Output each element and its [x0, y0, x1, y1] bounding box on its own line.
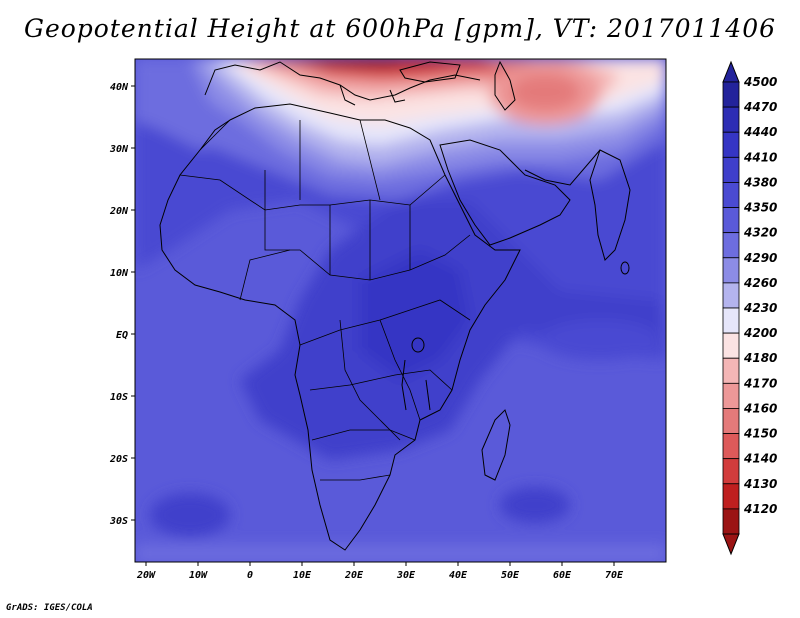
colorbar-label: 4290	[743, 251, 777, 265]
map-title: Geopotential Height at 600hPa [gpm], VT:…	[23, 14, 777, 43]
lon-label: 60E	[553, 570, 572, 581]
colorbar-label: 4130	[743, 477, 777, 491]
colorbar-label: 4470	[743, 100, 777, 114]
lon-label: 0	[247, 570, 253, 581]
lon-label: 10W	[189, 570, 208, 581]
colorbar-swatch	[722, 307, 740, 334]
lat-label: 10N	[110, 268, 129, 279]
plot-frame	[134, 58, 667, 563]
colorbar-swatch	[722, 182, 740, 208]
colorbar-label: 4320	[743, 226, 777, 240]
lat-label: 20N	[109, 206, 129, 217]
colorbar-swatch	[722, 332, 740, 359]
lat-label: 20S	[109, 454, 128, 465]
colorbar-swatch	[722, 106, 740, 133]
colorbar-label: 4350	[743, 201, 777, 215]
colorbar-swatch	[722, 357, 740, 384]
lat-label: 40N	[110, 82, 129, 93]
longitude-axis: 20W 10W 0 10E 20E 30E 40E 50E 60E 70E	[136, 562, 624, 581]
colorbar-top-arrow	[722, 60, 740, 83]
colorbar-swatch	[722, 232, 740, 259]
latitude-axis: 40N 30N 20N 10N EQ 10S 20S 30S	[109, 82, 135, 527]
colorbar-swatch	[722, 508, 740, 535]
colorbar-swatch	[722, 131, 740, 158]
colorbar-swatch	[722, 81, 740, 108]
colorbar-swatch	[722, 156, 740, 183]
lon-label: 50E	[501, 570, 520, 581]
colorbar-swatch	[722, 408, 740, 434]
colorbar-label: 4380	[743, 175, 777, 189]
lat-label: 30S	[109, 516, 128, 527]
colorbar-label: 4260	[743, 276, 777, 290]
colorbar-label: 4120	[743, 502, 777, 516]
lat-label: 30N	[109, 144, 129, 155]
lon-label: 20E	[344, 570, 364, 581]
colorbar-label: 4160	[743, 401, 777, 415]
colorbar-label: 4440	[743, 125, 777, 139]
lon-label: 10E	[293, 570, 312, 581]
colorbar-label: 4170	[743, 376, 777, 390]
colorbar-label: 4140	[743, 452, 777, 466]
colorbar-swatch	[722, 433, 740, 460]
colorbar-swatch	[722, 207, 740, 234]
lat-label: EQ	[116, 330, 128, 341]
colorbar-swatch	[722, 458, 740, 485]
lat-label: 10S	[110, 392, 128, 403]
colorbar-label: 4500	[743, 75, 777, 89]
lon-label: 20W	[136, 570, 156, 581]
colorbar-label: 4410	[743, 150, 777, 164]
colorbar-swatch	[722, 282, 740, 309]
footer-credit: GrADS: IGES/COLA	[6, 603, 93, 613]
colorbar-label: 4230	[743, 301, 777, 315]
colorbar: 4500 4470 4440 4410 4380 4350 4320 4290 4260 4230…	[722, 60, 777, 556]
colorbar-swatch	[722, 382, 740, 409]
colorbar-label: 4180	[743, 351, 777, 365]
coastlines	[159, 60, 631, 551]
colorbar-label: 4150	[743, 427, 777, 441]
lon-label: 40E	[449, 570, 468, 581]
lon-label: 30E	[396, 570, 416, 581]
lon-label: 70E	[605, 570, 624, 581]
colorbar-swatch	[722, 257, 740, 284]
colorbar-bottom-arrow	[722, 533, 740, 556]
colorbar-label: 4200	[743, 326, 777, 340]
height-field	[135, 59, 666, 562]
colorbar-swatch	[722, 483, 740, 510]
